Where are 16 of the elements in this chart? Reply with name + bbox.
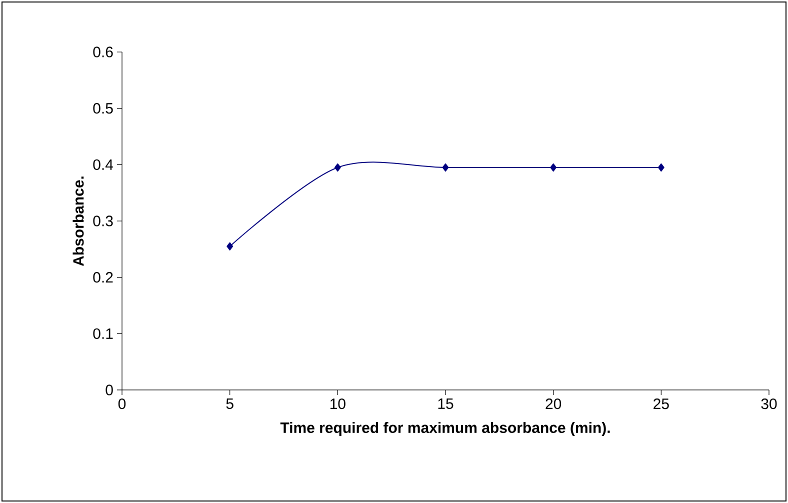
x-axis-title: Time required for maximum absorbance (min).	[280, 422, 610, 436]
y-tick-label: 0	[106, 384, 113, 396]
x-tick-label: 5	[226, 398, 234, 409]
x-tick-label: 10	[330, 398, 346, 410]
y-tick-label: 0.3	[93, 216, 113, 226]
y-tick-label: 0.6	[93, 46, 113, 58]
y-tick-label: 0.2	[93, 272, 113, 283]
x-tick-label: 25	[654, 398, 669, 410]
y-tick-label: 0.1	[93, 328, 113, 339]
x-tick-label: 30	[761, 398, 777, 410]
y-tick-label: 0.5	[93, 103, 113, 114]
y-axis-title: Absorbance.	[72, 176, 84, 266]
x-tick-label: 0	[118, 398, 126, 410]
x-tick-label: 20	[546, 398, 562, 410]
x-tick-label: 15	[438, 398, 454, 409]
y-tick-label: 0.4	[93, 159, 114, 170]
